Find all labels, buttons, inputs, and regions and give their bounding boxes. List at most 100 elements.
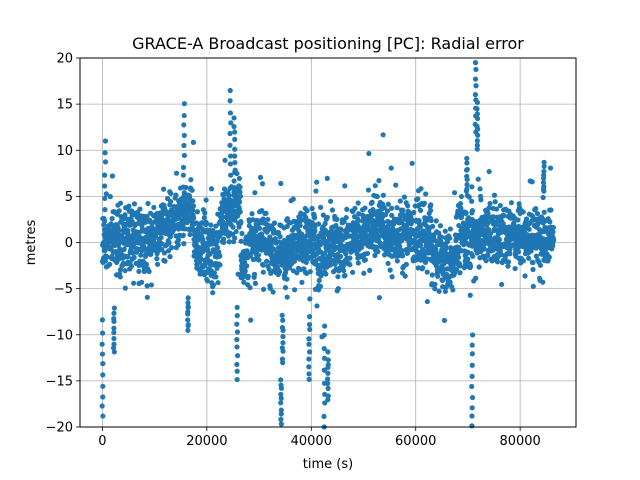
- data-point: [458, 205, 464, 211]
- data-point: [102, 159, 109, 165]
- data-point: [526, 226, 532, 232]
- data-point: [117, 200, 124, 206]
- data-point: [343, 251, 349, 257]
- data-point: [530, 259, 536, 266]
- data-point: [153, 233, 159, 239]
- data-point: [175, 237, 182, 243]
- data-point: [210, 290, 216, 296]
- data-point: [399, 253, 406, 259]
- data-point: [232, 235, 238, 241]
- data-point: [325, 385, 331, 391]
- data-point: [117, 274, 123, 280]
- data-point: [464, 182, 470, 188]
- data-point: [447, 235, 453, 241]
- data-point: [223, 227, 229, 233]
- data-point: [463, 210, 469, 216]
- data-point: [322, 250, 328, 256]
- data-point: [343, 214, 349, 221]
- data-point: [342, 272, 348, 279]
- data-point: [180, 172, 186, 178]
- data-point: [279, 356, 286, 362]
- data-point: [466, 222, 472, 229]
- data-point: [442, 228, 448, 234]
- data-point: [496, 237, 503, 243]
- data-point: [104, 254, 110, 260]
- data-point: [404, 250, 410, 256]
- data-point: [469, 332, 476, 338]
- data-point: [323, 271, 329, 277]
- data-point: [547, 165, 554, 171]
- data-point: [409, 160, 415, 166]
- data-point: [234, 321, 240, 327]
- data-point: [130, 280, 137, 286]
- data-point: [375, 249, 381, 255]
- data-point: [483, 258, 489, 264]
- data-point: [474, 99, 480, 106]
- data-point: [187, 231, 193, 238]
- chart-title: GRACE-A Broadcast positioning [PC]: Radi…: [132, 34, 524, 53]
- data-point: [190, 207, 196, 213]
- data-point: [181, 241, 187, 247]
- data-point: [497, 202, 503, 209]
- y-tick-label: −5: [54, 282, 73, 297]
- data-point: [232, 153, 238, 159]
- data-point: [316, 277, 322, 284]
- x-axis-label: time (s): [303, 457, 353, 472]
- data-point: [428, 202, 434, 208]
- data-point: [469, 342, 475, 348]
- data-point: [474, 146, 480, 152]
- data-point: [100, 361, 106, 367]
- data-point: [515, 217, 521, 223]
- data-point: [365, 187, 372, 193]
- data-point: [494, 259, 501, 265]
- data-point: [175, 242, 181, 248]
- data-point: [231, 115, 237, 121]
- data-point: [207, 251, 213, 257]
- data-point: [235, 353, 241, 359]
- data-point: [280, 340, 286, 346]
- data-point: [180, 184, 187, 190]
- data-point: [505, 263, 511, 269]
- data-point: [447, 279, 453, 285]
- data-point: [369, 199, 375, 205]
- data-point: [227, 185, 233, 191]
- data-point: [397, 243, 403, 249]
- data-point: [109, 215, 115, 222]
- data-point: [238, 238, 244, 244]
- data-point: [107, 194, 113, 200]
- data-point: [443, 245, 449, 252]
- data-point: [205, 246, 211, 253]
- data-point: [306, 248, 312, 254]
- data-point: [380, 219, 386, 226]
- data-point: [322, 400, 328, 406]
- data-point: [237, 209, 243, 215]
- data-point: [284, 294, 290, 300]
- data-point: [304, 208, 310, 214]
- data-point: [161, 186, 167, 192]
- data-point: [249, 211, 255, 217]
- data-point: [278, 416, 284, 422]
- data-point: [137, 206, 143, 212]
- data-point: [547, 219, 553, 225]
- data-point: [455, 254, 462, 260]
- data-point: [111, 305, 117, 311]
- data-point: [540, 179, 547, 186]
- data-point: [100, 394, 106, 400]
- data-point: [322, 221, 328, 227]
- data-point: [406, 242, 412, 248]
- data-point: [317, 283, 324, 290]
- data-point: [259, 181, 266, 187]
- data-point: [227, 161, 234, 167]
- data-point: [374, 244, 380, 250]
- data-point: [226, 239, 232, 245]
- data-point: [403, 261, 409, 267]
- data-point: [232, 129, 238, 135]
- data-point: [233, 228, 239, 235]
- x-tick-label: 0: [98, 434, 106, 449]
- data-point: [505, 259, 512, 265]
- data-point: [208, 222, 214, 228]
- data-point: [235, 271, 241, 277]
- data-point: [541, 168, 547, 175]
- data-point: [317, 242, 323, 248]
- data-point: [227, 87, 233, 94]
